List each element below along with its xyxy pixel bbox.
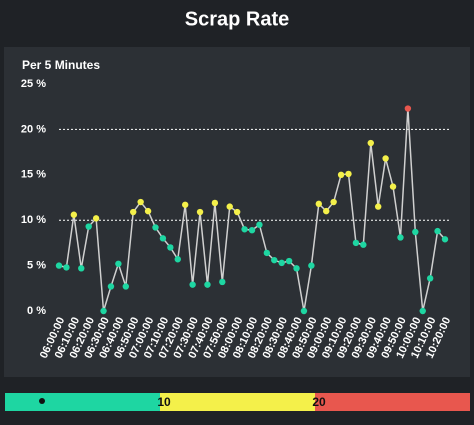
point xyxy=(278,259,285,267)
point xyxy=(159,235,167,242)
point xyxy=(122,283,130,290)
point xyxy=(256,221,263,228)
point xyxy=(330,198,337,206)
point xyxy=(300,307,308,315)
y-tick-label: 10 % xyxy=(21,214,46,226)
point xyxy=(85,223,92,230)
point xyxy=(426,275,434,282)
point xyxy=(100,307,107,315)
point xyxy=(308,262,315,269)
point xyxy=(144,207,152,215)
point xyxy=(233,208,241,216)
point xyxy=(226,203,233,210)
point xyxy=(189,281,196,288)
point xyxy=(181,201,189,208)
point xyxy=(441,236,449,243)
point xyxy=(219,278,226,286)
point xyxy=(404,105,412,112)
point xyxy=(130,208,137,216)
point xyxy=(323,207,330,215)
point xyxy=(285,257,293,265)
colorbar-segment xyxy=(5,393,160,411)
point xyxy=(211,199,219,207)
point xyxy=(167,244,174,251)
point xyxy=(196,208,204,216)
point xyxy=(152,224,159,231)
point xyxy=(293,265,300,272)
point xyxy=(367,139,374,147)
point xyxy=(174,256,181,263)
point xyxy=(55,262,63,269)
point xyxy=(419,307,426,315)
point xyxy=(204,281,211,288)
point xyxy=(263,249,271,257)
subtitle: Per 5 Minutes xyxy=(22,58,100,72)
point xyxy=(397,234,404,241)
point xyxy=(137,198,144,206)
y-tick-label: 20 % xyxy=(21,123,46,135)
colorbar-segment xyxy=(315,393,470,411)
point xyxy=(382,155,389,162)
point xyxy=(63,264,70,271)
point xyxy=(107,283,115,290)
y-tick-label: 25 % xyxy=(21,78,46,90)
point xyxy=(78,265,85,272)
point xyxy=(389,183,397,190)
point xyxy=(241,226,248,233)
y-tick-label: 0 % xyxy=(27,305,46,317)
chart-title: Scrap Rate xyxy=(185,8,290,30)
point xyxy=(70,211,78,218)
colorbar-segment xyxy=(160,393,315,411)
point xyxy=(412,228,419,236)
point xyxy=(434,227,441,235)
point xyxy=(315,200,323,208)
point xyxy=(248,226,256,234)
point xyxy=(92,215,100,222)
colorbar-label: 10 xyxy=(157,395,171,409)
colorbar-label: 20 xyxy=(312,395,326,409)
point xyxy=(115,260,122,267)
colorbar-marker xyxy=(39,398,45,404)
point xyxy=(337,171,345,178)
point xyxy=(345,170,352,178)
y-tick-label: 5 % xyxy=(27,260,46,272)
y-tick-label: 15 % xyxy=(21,169,46,181)
point xyxy=(374,203,382,210)
point xyxy=(352,239,360,247)
point xyxy=(360,241,367,248)
point xyxy=(271,256,278,264)
